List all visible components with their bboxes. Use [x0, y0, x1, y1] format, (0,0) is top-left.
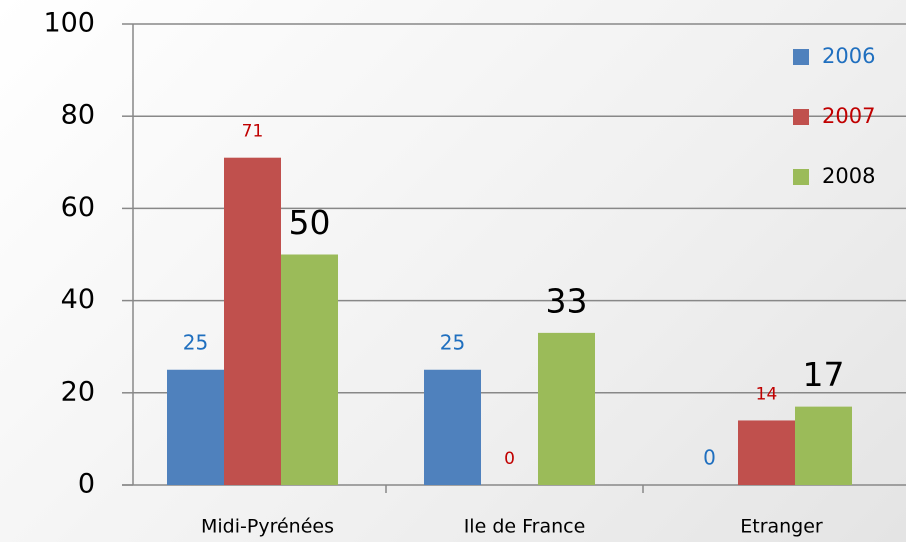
y-tick-label: 40 — [61, 284, 95, 315]
bar — [538, 332, 595, 485]
legend-label: 2008 — [822, 164, 875, 188]
data-label: 50 — [289, 203, 331, 242]
data-label: 14 — [756, 384, 778, 404]
y-tick-label: 20 — [61, 376, 95, 407]
y-tick-label: 100 — [43, 8, 95, 39]
data-label: 17 — [803, 355, 845, 394]
bar — [167, 369, 224, 485]
legend-swatch — [793, 109, 809, 125]
bar — [224, 157, 281, 485]
x-tick-label: Midi-Pyrénées — [201, 516, 334, 538]
y-tick-label: 0 — [78, 469, 95, 500]
data-label: 25 — [440, 330, 465, 354]
bar — [738, 420, 795, 485]
data-label: 25 — [183, 330, 208, 354]
legend-label: 2006 — [822, 44, 875, 68]
data-label: 33 — [546, 281, 588, 320]
data-label: 0 — [504, 449, 515, 469]
legend-swatch — [793, 169, 809, 185]
y-tick-label: 60 — [61, 192, 95, 223]
data-label: 0 — [703, 446, 716, 470]
bar — [424, 369, 481, 485]
legend-swatch — [793, 49, 809, 65]
x-tick-label: Etranger — [740, 516, 823, 538]
legend-label: 2007 — [822, 104, 875, 128]
bar — [795, 406, 852, 485]
data-label: 71 — [242, 122, 264, 142]
x-tick-label: Ile de France — [464, 516, 586, 538]
y-tick-label: 80 — [61, 100, 95, 131]
bar — [281, 254, 338, 485]
